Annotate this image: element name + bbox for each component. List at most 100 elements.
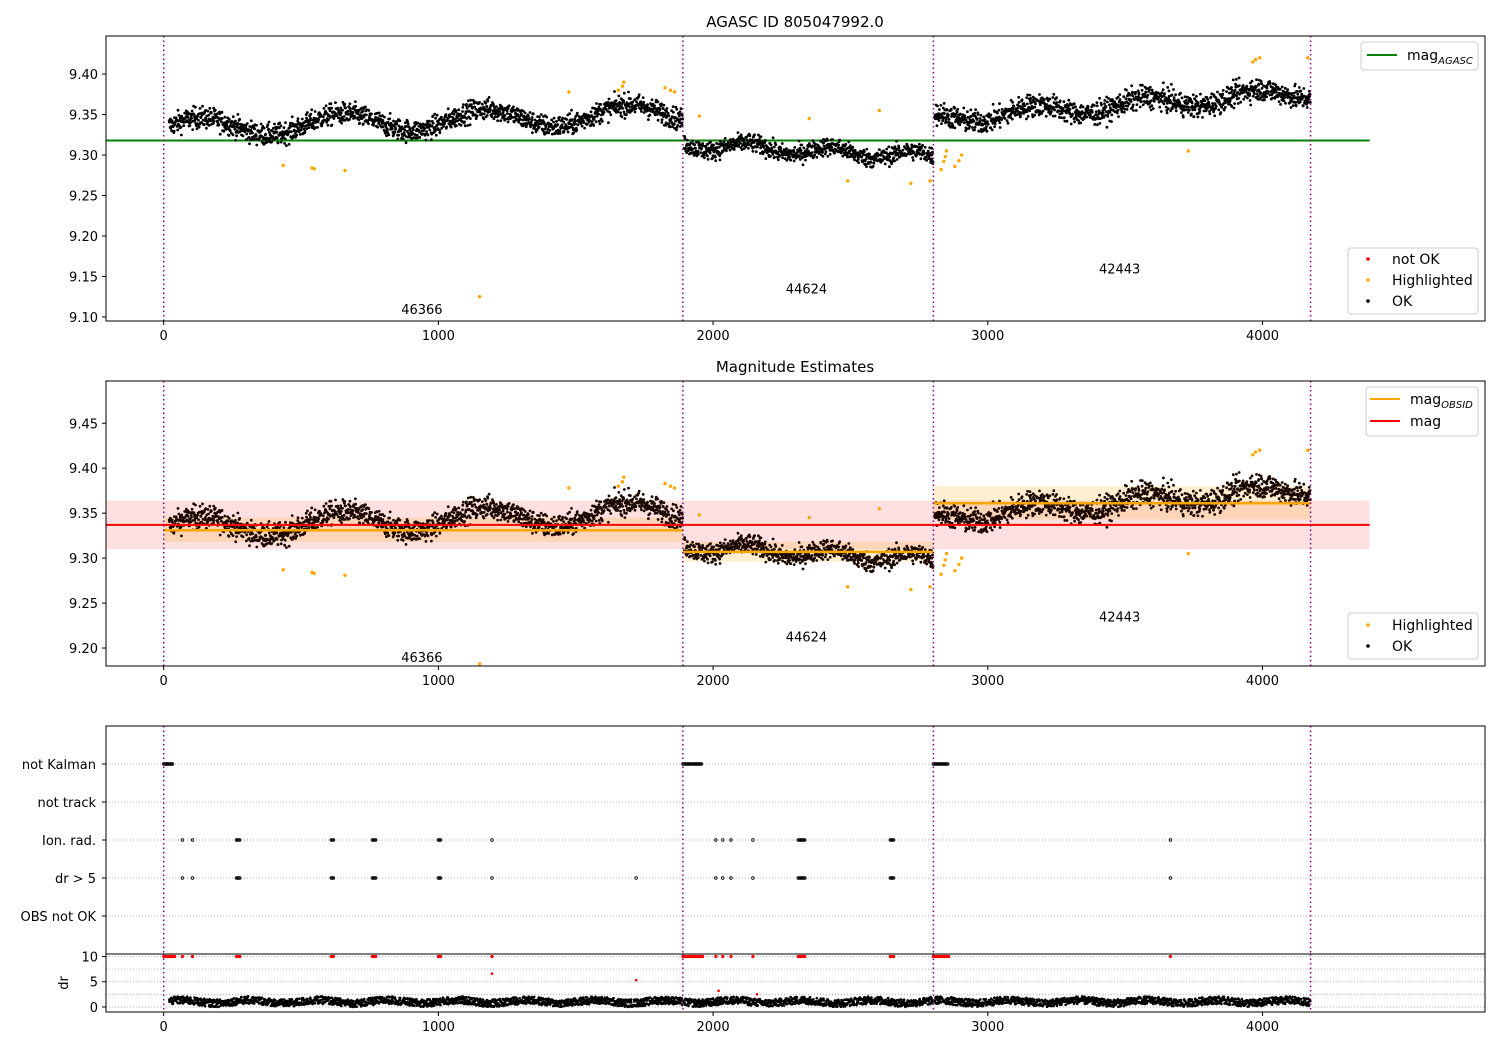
ok-point <box>300 516 304 520</box>
ok-point <box>1011 100 1014 104</box>
ok-point <box>207 512 211 516</box>
ok-point <box>990 128 994 132</box>
ok-point <box>171 121 174 125</box>
ok-point <box>1158 105 1162 109</box>
ok-point <box>979 113 983 117</box>
ok-point <box>770 146 774 150</box>
ok-point <box>249 138 253 142</box>
ok-point <box>305 127 309 130</box>
highlighted-point <box>281 163 285 168</box>
ok-point <box>247 537 251 540</box>
ok-point <box>309 516 312 519</box>
ok-point <box>949 125 952 129</box>
ok-point <box>348 499 352 503</box>
ok-point <box>833 151 836 155</box>
ok-point <box>617 94 621 98</box>
ok-point <box>457 506 461 510</box>
ok-point <box>208 106 212 110</box>
ok-point <box>220 117 224 120</box>
ok-point <box>693 143 696 147</box>
ok-point <box>774 143 778 147</box>
ok-point <box>972 119 976 123</box>
ok-point <box>594 120 598 124</box>
ok-point <box>393 531 397 535</box>
panel1-y-ticks: 9.109.159.209.259.309.359.40 <box>69 68 106 326</box>
ok-point <box>212 121 215 125</box>
ok-point <box>853 148 857 152</box>
ok-point <box>398 119 402 123</box>
ok-point <box>588 119 592 122</box>
ok-point <box>895 158 899 161</box>
ok-point <box>236 113 240 116</box>
highlighted-point <box>944 149 949 153</box>
ok-point <box>270 129 274 133</box>
panel-agasc-magnitude: AGASC ID 805047992.0 0 1000 2000 3000 4000 9… <box>69 13 1486 344</box>
ok-point <box>367 507 371 511</box>
ok-point <box>358 121 361 125</box>
ok-point <box>1130 90 1134 94</box>
ok-point <box>251 131 254 135</box>
ok-point <box>973 111 977 115</box>
ok-point <box>381 125 385 129</box>
ok-point <box>500 105 504 109</box>
ok-point <box>712 143 715 147</box>
ok-point <box>341 108 344 112</box>
ok-point <box>381 114 384 117</box>
ok-point <box>431 513 435 517</box>
ok-point <box>431 521 435 525</box>
ok-point <box>339 510 343 513</box>
ok-point <box>372 123 376 127</box>
ok-point <box>297 126 300 130</box>
ok-point <box>513 507 517 510</box>
ok-point <box>227 117 231 121</box>
highlighted-point <box>845 179 850 183</box>
ok-point <box>278 121 282 125</box>
ok-point <box>397 534 401 538</box>
ok-point <box>1296 92 1300 96</box>
ok-point <box>635 100 638 104</box>
ok-point <box>538 115 541 119</box>
ok-point <box>404 141 408 145</box>
highlighted-point <box>622 80 626 84</box>
ok-point <box>708 151 712 155</box>
highlighted-point <box>620 84 625 88</box>
ok-point <box>580 124 584 128</box>
ok-point <box>575 111 579 115</box>
ok-point <box>440 115 443 119</box>
ok-point <box>630 103 634 106</box>
highlighted-point <box>807 116 811 121</box>
ok-point <box>182 124 186 127</box>
ok-point <box>463 520 466 523</box>
ok-point <box>227 535 231 538</box>
ok-point <box>361 122 365 126</box>
ok-point <box>769 143 773 147</box>
ok-point <box>267 520 271 523</box>
ok-point <box>1135 103 1139 106</box>
ok-point <box>388 117 391 121</box>
y-tick-label: 9.30 <box>69 149 98 164</box>
ok-point <box>173 122 177 126</box>
ok-point <box>466 99 470 103</box>
ok-point <box>938 108 941 111</box>
ok-point <box>1172 88 1175 91</box>
ok-point <box>401 137 405 141</box>
ok-point <box>1053 114 1057 118</box>
ok-point <box>1216 90 1219 94</box>
ok-point <box>1025 102 1029 106</box>
ok-point <box>1162 102 1166 106</box>
ok-point <box>487 96 491 99</box>
ok-point <box>209 111 213 115</box>
ok-point <box>316 525 319 529</box>
ok-point <box>622 100 626 104</box>
ok-point <box>776 158 780 162</box>
ok-point <box>1217 108 1221 112</box>
ok-point <box>394 127 398 131</box>
ok-point <box>1150 99 1153 103</box>
ok-point <box>865 165 868 169</box>
highlighted-point <box>343 168 347 173</box>
ok-point <box>552 120 555 124</box>
ok-point <box>448 115 452 118</box>
ok-point <box>453 519 457 523</box>
ok-point <box>547 131 550 135</box>
ok-point <box>819 140 823 143</box>
